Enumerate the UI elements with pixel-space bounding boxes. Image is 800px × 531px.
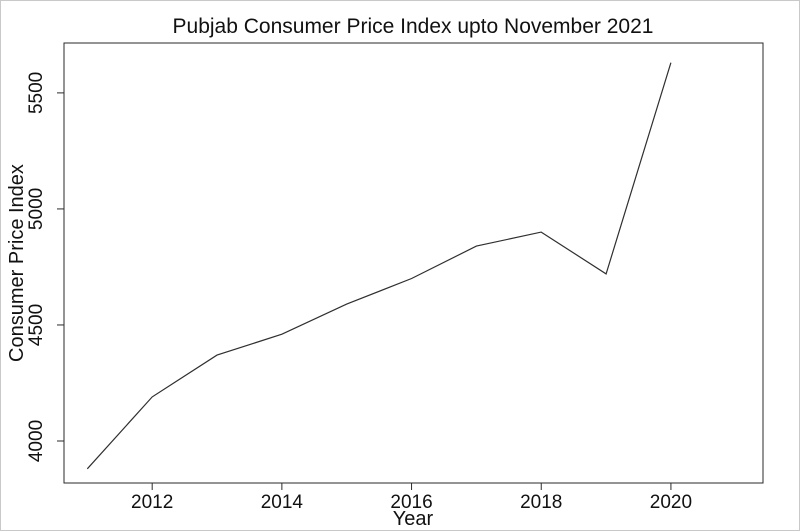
x-tick-label: 2014 [261,492,304,513]
x-tick-label: 2016 [390,492,432,513]
y-tick-label: 5000 [26,188,47,230]
cpi-line-series [86,62,672,470]
chart-title: Pubjab Consumer Price Index upto Novembe… [173,15,654,38]
y-tick-label: 4000 [26,420,47,462]
y-axis-ticks: 4000 4500 5000 5500 [26,72,64,462]
plot-area-border [63,42,764,484]
x-tick-label: 2020 [650,492,692,513]
y-axis-label: Consumer Price Index [6,164,28,362]
x-axis-ticks: 2012 2014 2016 2018 2020 [131,483,692,513]
y-tick-label: 5500 [26,72,47,114]
y-tick-label: 4500 [26,304,47,346]
x-axis-label: Year [393,508,434,530]
x-tick-label: 2018 [520,492,562,513]
x-tick-label: 2012 [131,492,173,513]
